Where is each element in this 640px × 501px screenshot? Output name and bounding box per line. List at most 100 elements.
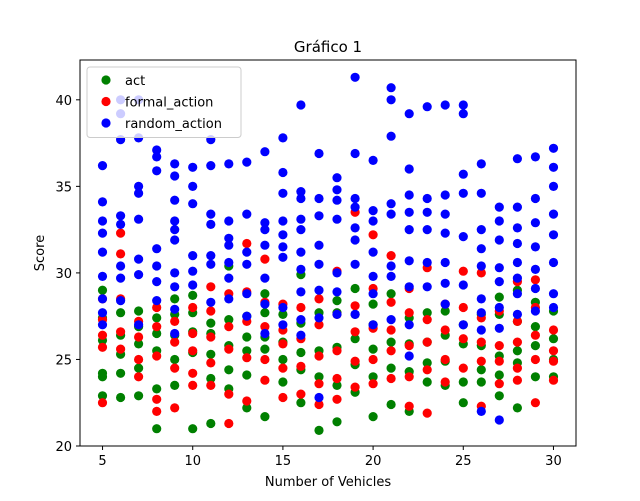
point-random_action-156 bbox=[458, 169, 468, 179]
point-formal_action-86 bbox=[404, 401, 414, 411]
legend-marker-formal_action bbox=[101, 96, 111, 107]
point-random_action-79 bbox=[278, 230, 288, 240]
point-random_action-142 bbox=[422, 193, 432, 204]
point-act-30 bbox=[188, 424, 198, 434]
point-act-15 bbox=[134, 391, 144, 401]
point-random_action-1 bbox=[97, 197, 108, 207]
point-random_action-139 bbox=[404, 320, 414, 330]
y-tick-label: 20 bbox=[55, 440, 72, 455]
point-formal_action-50 bbox=[278, 339, 288, 349]
legend-box bbox=[86, 66, 242, 138]
point-formal_action-70 bbox=[350, 356, 360, 366]
point-random_action-104 bbox=[332, 195, 342, 205]
point-random_action-89 bbox=[296, 247, 306, 257]
point-formal_action-53 bbox=[296, 302, 306, 313]
point-act-17 bbox=[152, 328, 162, 339]
point-formal_action-59 bbox=[314, 351, 324, 361]
point-random_action-127 bbox=[386, 199, 396, 209]
point-formal_action-76 bbox=[368, 379, 378, 389]
point-act-0 bbox=[97, 285, 108, 295]
point-formal_action-68 bbox=[350, 301, 360, 311]
point-random_action-150 bbox=[440, 228, 450, 238]
point-random_action-125 bbox=[386, 95, 396, 105]
point-random_action-21 bbox=[134, 214, 144, 224]
point-formal_action-89 bbox=[422, 337, 432, 347]
point-formal_action-56 bbox=[296, 389, 306, 399]
point-act-81 bbox=[386, 363, 396, 373]
point-random_action-123 bbox=[368, 320, 378, 330]
point-random_action-63 bbox=[242, 209, 252, 219]
point-random_action-65 bbox=[242, 259, 252, 269]
point-random_action-182 bbox=[512, 257, 523, 268]
point-random_action-120 bbox=[368, 247, 378, 257]
point-random_action-16 bbox=[116, 296, 126, 306]
y-tick-label: 30 bbox=[55, 267, 72, 282]
point-act-116 bbox=[530, 372, 541, 382]
point-random_action-114 bbox=[350, 235, 360, 245]
point-formal_action-32 bbox=[206, 380, 216, 390]
point-act-77 bbox=[368, 372, 378, 382]
point-formal_action-117 bbox=[530, 354, 541, 365]
point-random_action-82 bbox=[278, 302, 288, 313]
point-random_action-37 bbox=[170, 235, 180, 245]
point-random_action-132 bbox=[404, 109, 414, 119]
point-random_action-20 bbox=[134, 188, 144, 198]
point-formal_action-22 bbox=[170, 403, 180, 413]
point-act-103 bbox=[494, 292, 504, 302]
point-random_action-73 bbox=[260, 299, 270, 309]
legend-label-formal_action: formal_action bbox=[125, 96, 213, 111]
point-formal_action-96 bbox=[458, 266, 468, 276]
point-random_action-32 bbox=[170, 159, 180, 169]
point-random_action-184 bbox=[512, 289, 523, 299]
point-random_action-102 bbox=[332, 173, 342, 183]
point-random_action-169 bbox=[476, 406, 486, 416]
point-formal_action-23 bbox=[188, 302, 198, 313]
y-axis-label: Score bbox=[33, 235, 48, 271]
point-random_action-71 bbox=[260, 240, 270, 250]
point-random_action-164 bbox=[476, 244, 486, 254]
point-random_action-121 bbox=[368, 271, 378, 281]
point-random_action-168 bbox=[476, 325, 486, 335]
point-random_action-28 bbox=[152, 244, 162, 254]
point-random_action-84 bbox=[296, 100, 306, 110]
point-random_action-59 bbox=[224, 257, 234, 268]
point-random_action-105 bbox=[332, 214, 342, 224]
point-random_action-137 bbox=[404, 256, 414, 266]
point-random_action-75 bbox=[278, 133, 288, 143]
point-random_action-176 bbox=[494, 323, 504, 333]
point-random_action-198 bbox=[548, 257, 559, 268]
point-act-6 bbox=[116, 308, 126, 318]
point-formal_action-38 bbox=[242, 238, 252, 249]
point-formal_action-94 bbox=[440, 354, 450, 365]
point-act-118 bbox=[548, 334, 559, 344]
point-random_action-165 bbox=[476, 261, 486, 271]
point-formal_action-81 bbox=[386, 373, 396, 384]
point-random_action-103 bbox=[332, 185, 342, 195]
point-act-53 bbox=[278, 354, 288, 365]
point-act-91 bbox=[440, 306, 450, 316]
point-act-5 bbox=[97, 391, 108, 401]
point-random_action-23 bbox=[134, 270, 144, 280]
point-random_action-33 bbox=[170, 171, 180, 181]
point-act-78 bbox=[368, 412, 378, 422]
point-act-19 bbox=[152, 384, 162, 394]
point-random_action-86 bbox=[296, 193, 306, 204]
point-random_action-51 bbox=[206, 219, 216, 229]
point-random_action-148 bbox=[440, 190, 450, 200]
point-random_action-118 bbox=[368, 206, 378, 216]
point-random_action-100 bbox=[314, 313, 324, 323]
point-random_action-12 bbox=[116, 211, 126, 221]
point-random_action-188 bbox=[530, 218, 541, 228]
point-random_action-199 bbox=[548, 289, 559, 299]
point-random_action-149 bbox=[440, 209, 450, 219]
point-act-10 bbox=[116, 392, 126, 403]
point-act-67 bbox=[332, 380, 342, 390]
point-act-80 bbox=[386, 337, 396, 347]
point-random_action-14 bbox=[116, 261, 126, 271]
point-random_action-153 bbox=[440, 299, 450, 309]
point-formal_action-121 bbox=[548, 356, 559, 366]
point-act-102 bbox=[476, 377, 486, 387]
point-random_action-74 bbox=[260, 328, 270, 339]
point-formal_action-6 bbox=[116, 249, 126, 259]
y-axis: 20 25 30 35 40 bbox=[55, 94, 80, 455]
